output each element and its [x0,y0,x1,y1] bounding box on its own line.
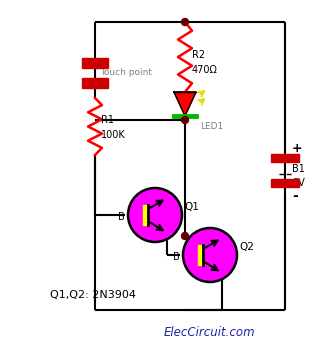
Text: B: B [173,252,180,262]
Bar [271,154,299,162]
Circle shape [183,228,237,282]
Bar [82,58,108,68]
Text: 470Ω: 470Ω [192,65,218,75]
Circle shape [181,117,188,124]
Bar [198,245,203,265]
Text: 100K: 100K [101,130,126,140]
Text: C: C [160,189,167,199]
Bar [143,205,148,225]
Text: E: E [215,271,221,281]
Text: R1: R1 [101,115,114,125]
Text: R2: R2 [192,50,205,60]
Text: Touch point: Touch point [100,68,152,77]
Polygon shape [174,92,196,116]
Bar [82,78,108,88]
Bar [271,179,299,187]
Text: ElecCircuit.com: ElecCircuit.com [164,326,256,339]
Text: +: + [292,141,303,155]
Circle shape [181,233,188,239]
Text: Q1,Q2: 2N3904: Q1,Q2: 2N3904 [50,290,136,300]
Text: 9V: 9V [292,178,305,188]
Text: B: B [118,212,125,222]
Text: B1: B1 [292,164,305,174]
Text: Q2: Q2 [239,242,254,252]
Text: E: E [160,231,166,241]
Circle shape [128,188,182,242]
Text: LED1: LED1 [200,121,223,130]
Text: -: - [292,189,298,203]
Text: C: C [215,229,222,239]
Circle shape [181,19,188,26]
Text: Q1: Q1 [184,202,199,212]
